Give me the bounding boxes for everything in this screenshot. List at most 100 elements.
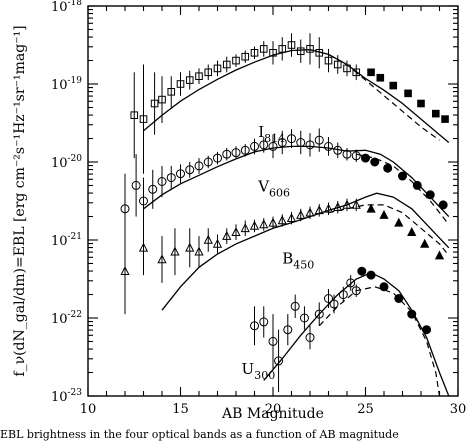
u-data-point bbox=[324, 294, 333, 303]
i-band-label: I814 bbox=[258, 123, 285, 145]
b-band-label: B450 bbox=[282, 249, 314, 271]
b-data-point bbox=[185, 242, 195, 252]
i-data-point bbox=[250, 49, 259, 57]
i-data-point bbox=[185, 76, 194, 84]
i-data-point bbox=[287, 41, 296, 49]
b-data-point bbox=[157, 254, 167, 264]
i-model-solid-line bbox=[143, 49, 450, 143]
y-tick-label: 10-18 bbox=[51, 0, 82, 15]
u-data-point bbox=[329, 299, 339, 309]
b-data-point bbox=[268, 217, 278, 227]
i-data-point bbox=[195, 72, 203, 81]
u-filled-point bbox=[366, 270, 376, 280]
i-data-point bbox=[158, 95, 166, 104]
axis-ticks: 10 15 20 25 30 10-18 10-19 10-20 10-21 10-22 10-23 bbox=[51, 0, 466, 417]
u-band-label: U300 bbox=[242, 360, 276, 382]
b-filled-point bbox=[407, 227, 417, 236]
u-filled-point bbox=[407, 309, 417, 319]
v-data-point bbox=[351, 151, 361, 161]
u-filled-point bbox=[357, 266, 367, 276]
v-data-point bbox=[185, 165, 195, 175]
v-data-point bbox=[194, 161, 204, 171]
i-data-point bbox=[167, 88, 176, 96]
v-data-point bbox=[131, 180, 141, 190]
v-data-point bbox=[139, 196, 148, 206]
u-data-point bbox=[314, 309, 324, 319]
u-filled-point bbox=[422, 325, 432, 335]
v-data-point bbox=[250, 141, 259, 151]
b-data-point bbox=[323, 203, 334, 213]
v-data-point bbox=[222, 149, 232, 159]
i-data-point bbox=[306, 45, 314, 53]
i-data-point bbox=[150, 99, 159, 108]
b-data-point bbox=[342, 199, 352, 209]
b-filled-point bbox=[434, 250, 445, 260]
b-data-point bbox=[240, 223, 250, 233]
i-model-dashed-line bbox=[328, 53, 440, 141]
u-data-point bbox=[274, 356, 284, 366]
v-band-label: V606 bbox=[257, 178, 290, 200]
v-filled-point bbox=[412, 180, 422, 190]
b-filled-point bbox=[420, 238, 430, 248]
v-filled-point bbox=[438, 200, 448, 210]
i-data-point bbox=[130, 111, 139, 120]
u-data-point bbox=[290, 301, 300, 311]
y-tick-label: 10-21 bbox=[51, 232, 82, 249]
v-data-point bbox=[342, 149, 352, 159]
v-model-solid-line bbox=[143, 145, 450, 218]
b-filled-point bbox=[394, 217, 404, 227]
i-filled-point bbox=[376, 73, 385, 82]
v-data-point bbox=[314, 135, 324, 145]
b-data-point bbox=[314, 205, 324, 215]
v-data-point bbox=[305, 140, 315, 150]
x-tick-label: 10 bbox=[80, 402, 97, 417]
i-filled-point bbox=[389, 81, 398, 90]
b-data-point bbox=[305, 207, 315, 217]
v-data-point bbox=[268, 141, 278, 151]
b-data-point bbox=[138, 242, 149, 252]
i-data-point bbox=[269, 49, 277, 57]
b-data-point bbox=[259, 219, 269, 229]
i-data-point bbox=[241, 52, 250, 61]
plot-area: I814 V606 B450 U300 bbox=[120, 33, 450, 397]
i-data-point bbox=[176, 80, 185, 88]
v-data-point bbox=[148, 184, 158, 194]
i-data-point bbox=[315, 49, 324, 57]
v-filled-point bbox=[361, 153, 370, 163]
b-data-point bbox=[333, 202, 343, 212]
ebl-chart: I814 V606 B450 U300 10 15 20 25 30 10-18 10-19 10-… bbox=[12, 0, 466, 422]
b-data-point bbox=[249, 220, 260, 230]
i-data-point bbox=[222, 60, 231, 69]
v-data-point bbox=[324, 141, 333, 151]
u-data-point bbox=[305, 333, 315, 342]
u-filled-point bbox=[379, 282, 389, 292]
v-data-point bbox=[120, 204, 130, 214]
i-filled-point bbox=[417, 99, 425, 108]
b-model-solid-line bbox=[161, 192, 450, 311]
v-data-point bbox=[213, 153, 222, 163]
b-data-point bbox=[222, 230, 232, 240]
i-data-point bbox=[352, 68, 361, 77]
v-data-point bbox=[296, 138, 306, 147]
u-model-dashed-line bbox=[318, 286, 441, 397]
figure-caption: EBL brightness in the four optical bands… bbox=[0, 428, 399, 441]
v-data-point bbox=[277, 138, 287, 147]
x-tick-label: 25 bbox=[357, 402, 374, 417]
b-data-point bbox=[170, 246, 180, 256]
v-data-point bbox=[166, 173, 176, 183]
y-tick-label: 10-22 bbox=[51, 310, 82, 327]
i-data-point bbox=[232, 56, 240, 65]
b-model-dashed-line bbox=[328, 204, 450, 256]
v-data-point bbox=[203, 157, 213, 167]
b-data-point bbox=[277, 215, 287, 225]
x-axis-label: AB Magnitude bbox=[221, 406, 324, 422]
v-model-dashed-line bbox=[356, 153, 450, 225]
v-data-point bbox=[176, 169, 185, 179]
x-tick-label: 20 bbox=[265, 402, 282, 417]
v-filled-point bbox=[370, 157, 380, 167]
b-filled-point bbox=[379, 209, 389, 219]
u-data-point bbox=[299, 313, 309, 323]
i-data-point bbox=[333, 60, 342, 69]
u-data-point bbox=[283, 325, 293, 335]
v-data-point bbox=[287, 134, 296, 144]
